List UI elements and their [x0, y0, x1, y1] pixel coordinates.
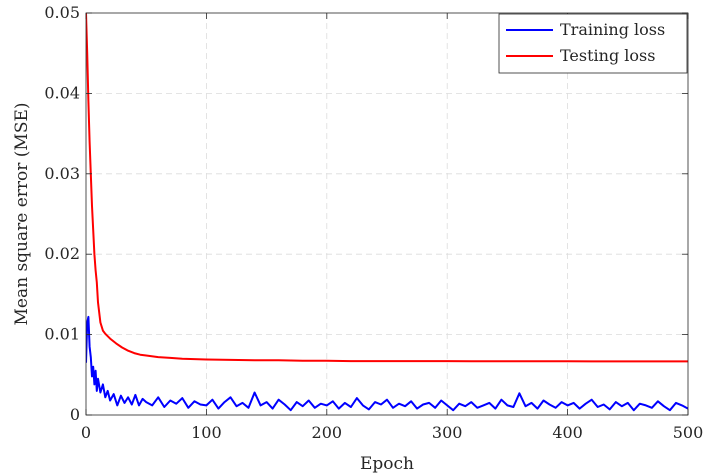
series-line-training-loss [86, 315, 688, 412]
axes-box [85, 12, 689, 416]
series-layer [86, 13, 688, 412]
x-tick-label-5: 500 [673, 423, 704, 442]
y-tick-label-0: 0 [70, 405, 80, 424]
grid-lines [86, 13, 688, 415]
x-axis-title: Epoch [360, 454, 414, 474]
tick-labels: 0 100 200 300 400 500 0 0.01 0.02 0.03 0.04 0.05 [44, 3, 703, 442]
x-tick-label-0: 0 [81, 423, 91, 442]
legend: Training loss Testing loss [498, 13, 688, 74]
x-tick-label-4: 400 [552, 423, 583, 442]
legend-label-testing: Testing loss [560, 46, 655, 65]
x-tick-label-3: 300 [432, 423, 463, 442]
plot-area [86, 13, 688, 415]
y-tick-label-1: 0.01 [44, 325, 80, 344]
x-tick-label-1: 100 [191, 423, 222, 442]
y-tick-label-3: 0.03 [44, 164, 80, 183]
y-tick-label-5: 0.05 [44, 3, 80, 22]
y-tick-label-2: 0.02 [44, 244, 80, 263]
series-line-testing-loss [86, 13, 688, 363]
y-axis-title: Mean square error (MSE) [12, 102, 32, 325]
legend-label-training: Training loss [560, 20, 665, 39]
legend-box [498, 13, 688, 74]
y-tick-label-4: 0.04 [44, 83, 80, 102]
x-tick-label-2: 200 [312, 423, 343, 442]
